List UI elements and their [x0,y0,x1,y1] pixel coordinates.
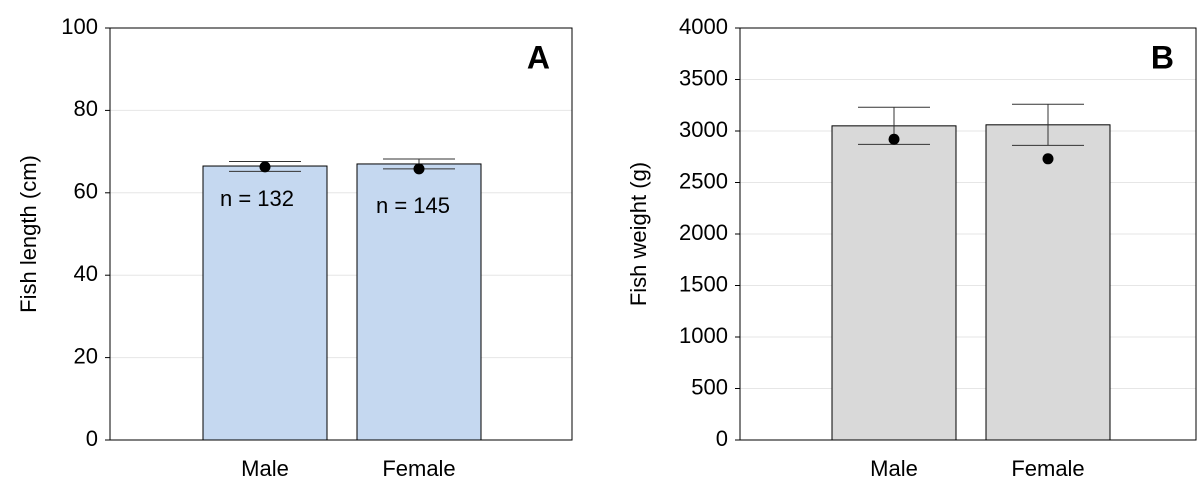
panel-label: A [527,39,550,75]
y-tick-label: 80 [74,96,98,121]
y-axis-label: Fish weight (g) [626,162,651,306]
y-tick-label: 4000 [679,14,728,39]
y-tick-label: 3000 [679,117,728,142]
x-tick-label: Male [870,456,918,481]
mean-point [413,163,425,175]
y-tick-label: 1500 [679,271,728,296]
y-tick-label: 2000 [679,220,728,245]
bar-male [831,125,957,441]
mean-point [888,133,900,145]
sample-size-label: n = 145 [376,193,450,218]
y-tick-label: 1000 [679,323,728,348]
y-tick-label: 40 [74,261,98,286]
panel-b-weight-chart: 0 500 1000 1500 2000 2500 3000 3500 4000 Male Fema… [626,14,1197,481]
sample-size-label: n = 132 [220,186,294,211]
y-tick-label: 2500 [679,168,728,193]
x-tick-label: Female [1011,456,1084,481]
x-tick-label: Female [382,456,455,481]
y-tick-label: 100 [61,14,98,39]
y-tick-label: 500 [691,374,728,399]
bar-female [356,163,482,441]
y-tick-label: 0 [716,426,728,451]
y-tick-label: 60 [74,179,98,204]
mean-point [259,161,271,173]
x-tick-label: Male [241,456,289,481]
plot-frame [109,27,573,441]
y-tick-label: 3500 [679,65,728,90]
mean-point [1042,153,1054,165]
y-tick-label: 0 [86,426,98,451]
panel-a-length-chart: 0 20 40 60 80 100 n = 132 n = 145 Male Female Fish… [16,14,573,481]
y-axis-label: Fish length (cm) [16,155,41,313]
bar-female [985,124,1111,441]
panel-label: B [1151,39,1174,75]
plot-frame [739,27,1197,441]
y-tick-label: 20 [74,343,98,368]
